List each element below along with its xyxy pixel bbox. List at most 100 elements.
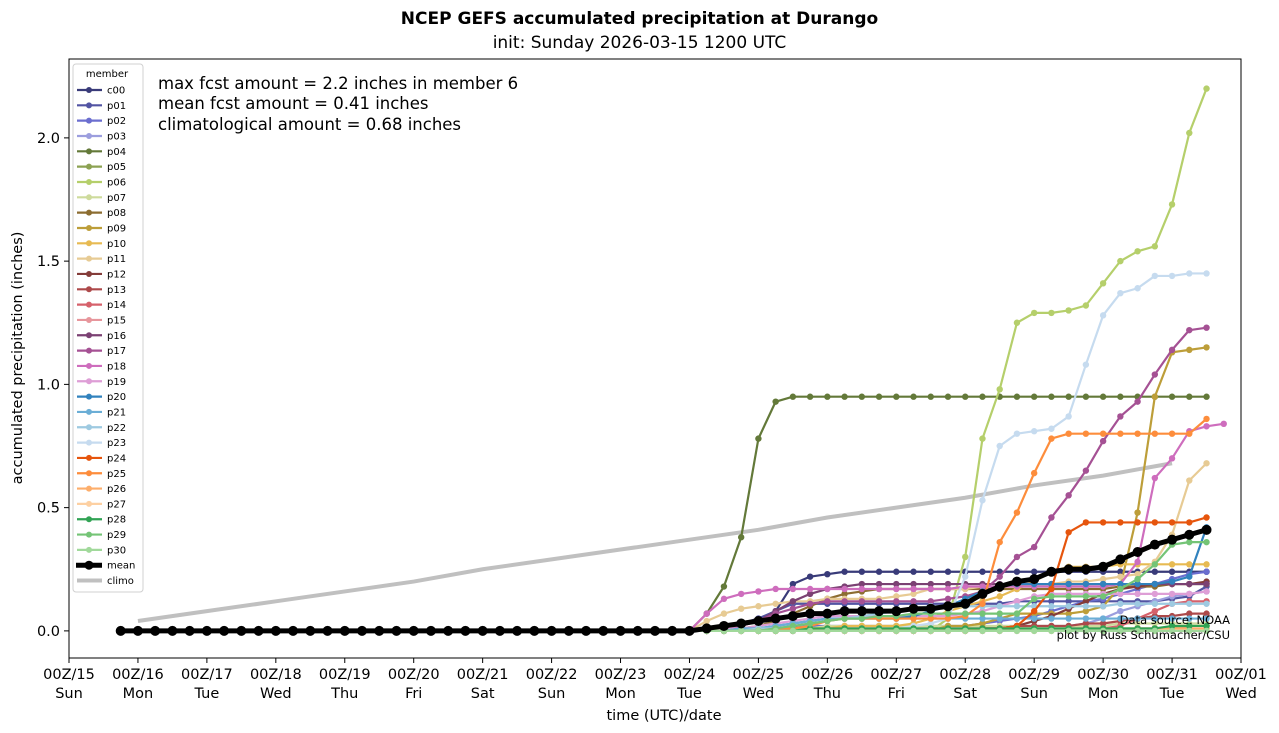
x-tick-label-day: Tue (1159, 686, 1185, 702)
legend-label: p15 (107, 315, 126, 326)
data-point-c00 (1117, 568, 1124, 575)
data-point-p30 (1065, 627, 1072, 635)
data-point-p30 (979, 627, 986, 635)
legend-item-p05: p05 (77, 162, 126, 173)
legend-label: climo (107, 576, 134, 587)
data-point-p30 (1117, 627, 1124, 635)
data-point-mean (736, 618, 747, 629)
data-point-p06 (1048, 309, 1055, 317)
data-point-p24 (1082, 519, 1090, 526)
data-point-p30 (1134, 627, 1141, 635)
data-point-mean (960, 598, 971, 609)
data-point-p04 (755, 435, 762, 442)
data-point-mean (460, 625, 471, 636)
data-point-p07 (1151, 620, 1159, 627)
legend-marker (86, 531, 92, 538)
y-tick-label: 2.0 (37, 131, 60, 147)
data-point-mean (1167, 534, 1178, 545)
data-point-mean (1063, 564, 1074, 575)
x-tick-label-date: 00Z/31 (1146, 667, 1198, 683)
legend-item-p27: p27 (77, 499, 126, 510)
series-layer (115, 85, 1227, 636)
data-point-p14 (1151, 607, 1159, 615)
data-point-p18 (1134, 558, 1141, 566)
data-point-p11 (720, 610, 728, 617)
legend-marker (86, 255, 92, 262)
data-point-mean (1011, 576, 1022, 587)
legend-marker (86, 224, 92, 231)
legend-item-p09: p09 (77, 223, 126, 234)
data-point-p30 (910, 627, 917, 635)
data-point-p17 (893, 598, 900, 605)
legend-label: p25 (107, 469, 126, 480)
data-point-mean (270, 625, 281, 636)
data-point-p21 (1013, 615, 1021, 622)
data-point-p23 (1151, 272, 1159, 280)
data-point-p19 (1186, 590, 1193, 598)
series-line-climo (137, 461, 1173, 624)
data-point-c00 (910, 568, 917, 575)
data-point-p11 (772, 600, 779, 607)
y-tick-label: 1.0 (37, 377, 60, 393)
x-tick-label-date: 00Z/28 (939, 667, 991, 683)
data-point-p18 (858, 585, 866, 593)
legend-label: p27 (107, 499, 126, 510)
legend-marker (86, 194, 92, 201)
data-point-p18 (893, 585, 900, 593)
data-point-p04 (1048, 393, 1055, 400)
data-point-p17 (1203, 324, 1210, 331)
data-point-p24 (1048, 585, 1055, 593)
legend-label: p11 (107, 254, 126, 265)
data-point-p25 (1099, 430, 1107, 437)
data-point-p30 (1151, 627, 1159, 635)
legend-item-p20: p20 (77, 392, 126, 403)
data-point-mean (1115, 554, 1126, 565)
data-point-p06 (962, 553, 969, 561)
data-point-mean (977, 588, 988, 599)
data-point-p21 (1099, 615, 1107, 622)
data-point-p23 (962, 573, 969, 580)
x-tick-label-day: Sun (1020, 686, 1048, 702)
legend-item-p02: p02 (77, 116, 126, 127)
data-point-p23 (927, 620, 934, 627)
data-point-p04 (1203, 393, 1210, 400)
data-point-mean (184, 625, 195, 636)
x-tick-label-date: 00Z/17 (181, 667, 233, 683)
data-point-mean (908, 603, 919, 614)
data-point-p24 (1065, 529, 1072, 536)
data-point-p04 (1013, 393, 1021, 400)
x-tick-label-day: Mon (1088, 686, 1119, 702)
x-tick-label-day: Wed (260, 686, 292, 702)
data-point-p30 (841, 627, 848, 635)
legend-marker (86, 148, 92, 155)
data-point-p16 (927, 580, 934, 588)
data-point-p09 (979, 620, 986, 627)
legend: member c00 p01 p02 p03 p04 p05 p06 p07 p08 p09 p10… (72, 63, 144, 593)
annotation-max: max fcst amount = 2.2 inches in member 6 (158, 74, 518, 93)
data-point-p02 (1203, 568, 1210, 575)
data-point-p04 (806, 393, 814, 400)
legend-label: p28 (107, 515, 126, 526)
series-mean (115, 524, 1212, 636)
data-point-p22 (1117, 600, 1124, 607)
x-tick-label-date: 00Z/30 (1077, 667, 1129, 683)
data-point-p13 (1203, 610, 1210, 617)
data-point-p21 (996, 615, 1003, 622)
data-point-mean (787, 611, 798, 622)
data-point-p11 (1203, 460, 1210, 467)
data-point-p30 (944, 627, 952, 635)
data-point-mean (684, 625, 695, 636)
data-point-p22 (1048, 603, 1055, 610)
data-point-p18 (737, 590, 745, 598)
legend-marker (86, 240, 92, 247)
data-point-p18 (772, 585, 779, 593)
legend-item-p07: p07 (77, 193, 126, 204)
data-point-p04 (1117, 393, 1124, 400)
x-tick-label-date: 00Z/24 (664, 667, 716, 683)
legend-item-p18: p18 (77, 361, 126, 372)
x-tick-label-day: Sun (538, 686, 566, 702)
legend-item-c00: c00 (77, 86, 125, 97)
legend-label: p30 (107, 545, 126, 556)
data-point-p20 (1134, 580, 1141, 588)
data-point-mean (391, 625, 402, 636)
